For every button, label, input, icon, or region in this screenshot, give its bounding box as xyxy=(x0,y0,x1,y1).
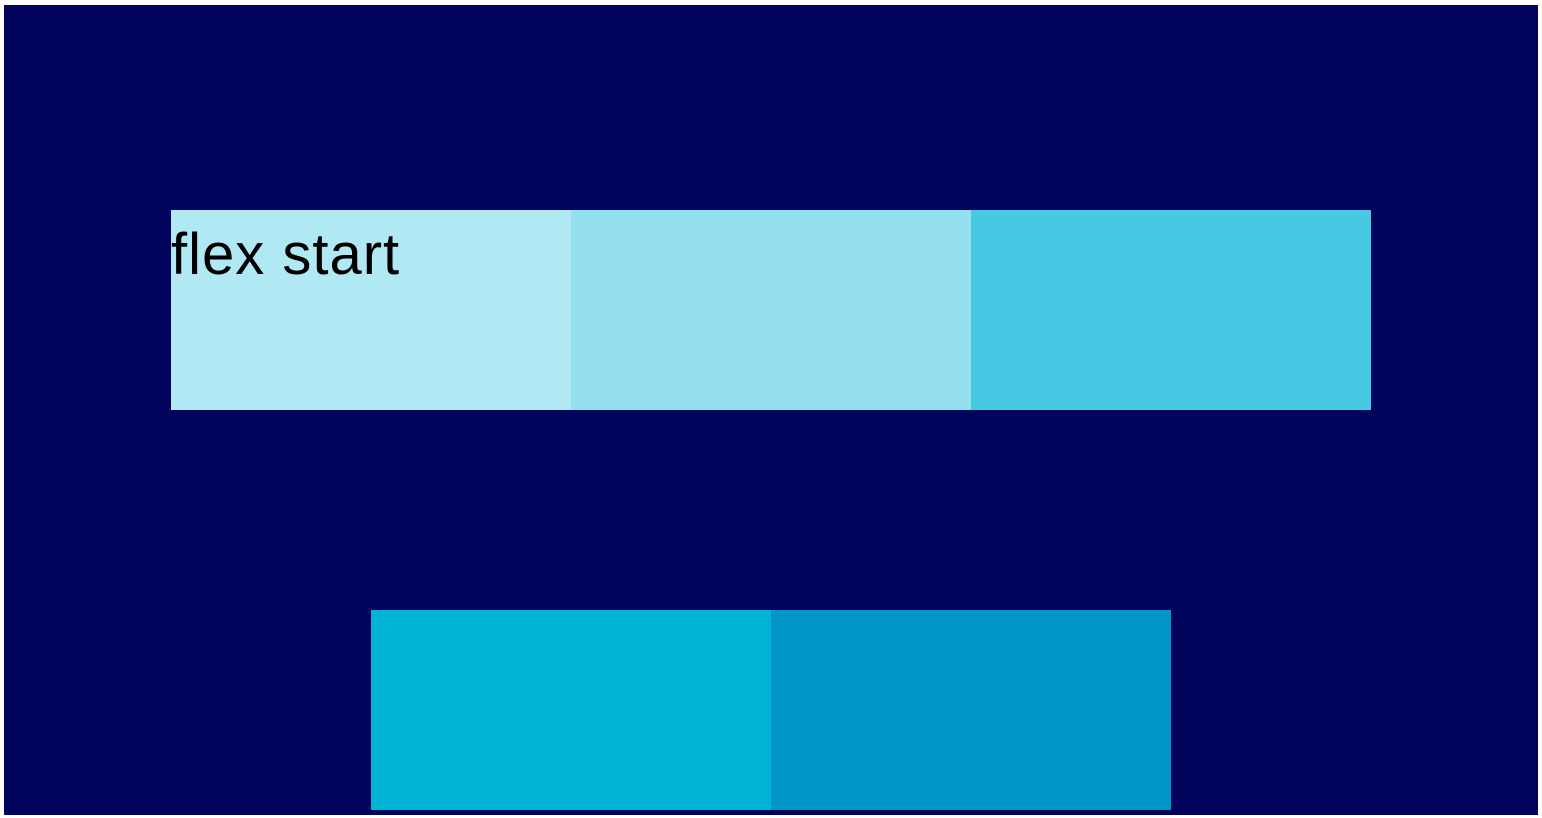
flex-item-1-label: flex start xyxy=(171,222,401,287)
flex-item-1: flex start xyxy=(171,210,571,410)
flex-item-5 xyxy=(771,610,1171,810)
flex-container: flex start xyxy=(4,5,1538,815)
flex-item-2 xyxy=(571,210,971,410)
flex-item-3 xyxy=(971,210,1371,410)
flex-row-top: flex start xyxy=(171,210,1371,410)
flex-item-4 xyxy=(371,610,771,810)
flex-row-bottom xyxy=(371,610,1171,810)
